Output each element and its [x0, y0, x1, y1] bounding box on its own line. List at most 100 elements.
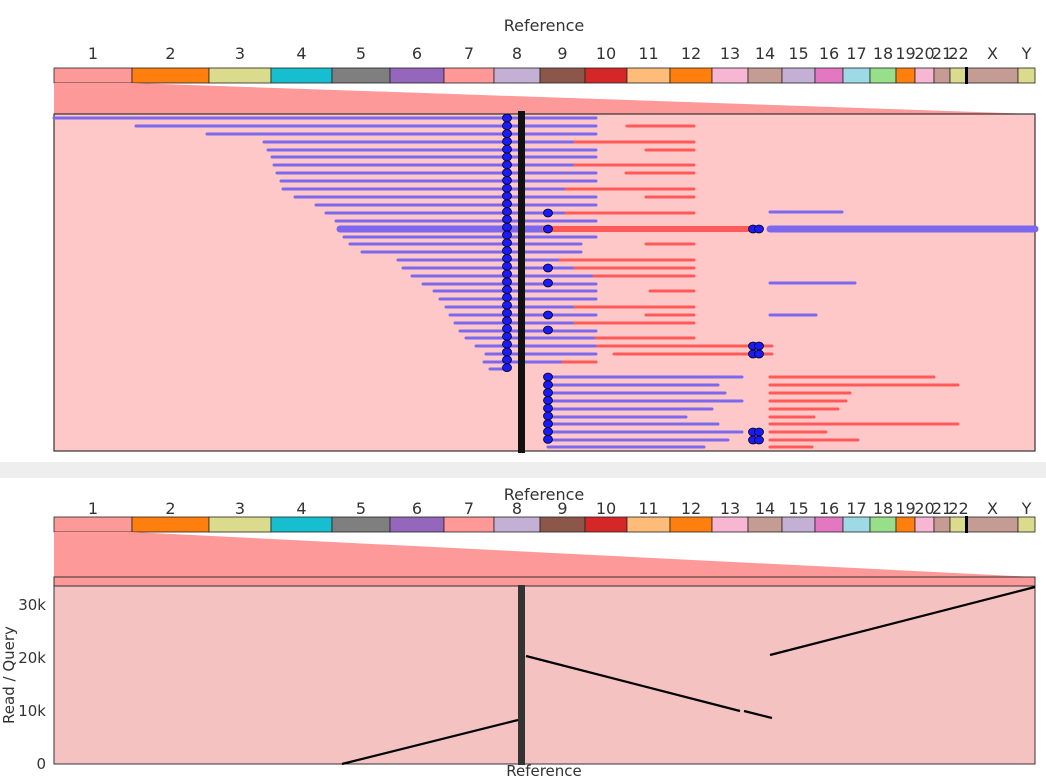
- chromosome-segment-12[interactable]: [669, 67, 713, 84]
- chromosome-segment-17[interactable]: [842, 67, 871, 84]
- chromosome-label-13: 13: [720, 44, 740, 63]
- chromosome-segment-3[interactable]: [208, 67, 272, 84]
- chromosome-segment-4[interactable]: [270, 67, 333, 84]
- breakpoint-dot: [543, 395, 553, 405]
- chromosome-label-21: 21: [932, 44, 952, 63]
- chromosome-segment-5[interactable]: [331, 67, 391, 84]
- chromosome-segment-16[interactable]: [814, 67, 844, 84]
- centromere-marker: [965, 516, 968, 533]
- chromosome-label-x: X: [987, 499, 998, 518]
- chromosome-label-4: 4: [296, 44, 306, 63]
- centromere-marker: [965, 67, 968, 84]
- chromosome-segment-21[interactable]: [933, 67, 951, 84]
- chromosome-segment-11[interactable]: [626, 67, 671, 84]
- chromosome-bar[interactable]: [53, 67, 1036, 84]
- breakpoint-dot: [754, 349, 764, 359]
- alignment-line: [743, 709, 773, 720]
- chromosome-segment-18[interactable]: [869, 516, 897, 533]
- chromosome-segment-15[interactable]: [781, 67, 816, 84]
- chromosome-segment-13[interactable]: [711, 516, 749, 533]
- chromosome-label-11: 11: [638, 44, 658, 63]
- chromosome-label-10: 10: [596, 44, 616, 63]
- chromosome-label-16: 16: [819, 44, 839, 63]
- breakpoint-dot: [502, 144, 512, 154]
- chromosome-segment-20[interactable]: [914, 67, 935, 84]
- chromosome-segment-6[interactable]: [389, 67, 445, 84]
- chromosome-segment-4[interactable]: [270, 516, 333, 533]
- chromosome-label-y: Y: [1021, 499, 1032, 518]
- chromosome-label-22: 22: [948, 499, 968, 518]
- chromosome-segment-2[interactable]: [131, 516, 210, 533]
- dotplot-panel[interactable]: Reference 1 2 3 4 5 6 7 8 9 10 11 12 13 14 15 16 17 18 192…: [0, 485, 1036, 780]
- chromosome-segment-y[interactable]: [1017, 516, 1036, 533]
- breakpoint-dot: [502, 261, 512, 271]
- chromosome-segment-19[interactable]: [895, 516, 916, 533]
- breakpoint-dot: [754, 427, 764, 437]
- breakpoint-dot: [502, 121, 512, 131]
- chromosome-segment-8[interactable]: [493, 516, 541, 533]
- breakpoint-dot: [502, 339, 512, 349]
- chromosome-label-3: 3: [235, 499, 245, 518]
- breakpoint-dot: [754, 224, 764, 234]
- chromosome-segment-12[interactable]: [669, 516, 713, 533]
- chromosome-segment-2[interactable]: [131, 67, 210, 84]
- chromosome-label-15: 15: [788, 44, 808, 63]
- chromosome-segment-6[interactable]: [389, 516, 445, 533]
- breakpoint-dot: [502, 277, 512, 287]
- chromosome-segment-9[interactable]: [539, 516, 586, 533]
- breakpoint-dots: [502, 113, 764, 445]
- read-view-panel[interactable]: Reference 1 2 3 4 5 6 7 8 9 10 11 12 13 14 15 16 17 18 192…: [52, 16, 1039, 453]
- breakpoint-dot: [502, 269, 512, 279]
- reference-title: Reference: [504, 16, 585, 35]
- y-tick-label: 0: [36, 755, 46, 773]
- chromosome-segment-10[interactable]: [584, 516, 628, 533]
- chromosome-segment-14[interactable]: [747, 67, 783, 84]
- chromosome-segment-18[interactable]: [869, 67, 897, 84]
- chromosome-segment-21[interactable]: [933, 516, 951, 533]
- chromosome-label-9: 9: [557, 44, 567, 63]
- chromosome-segment-7[interactable]: [443, 67, 495, 84]
- chromosome-segment-19[interactable]: [895, 67, 916, 84]
- chromosome-label-3: 3: [235, 44, 245, 63]
- chromosome-segment-13[interactable]: [711, 67, 749, 84]
- zoom-band: [54, 83, 1035, 114]
- chromosome-label-14: 14: [755, 44, 775, 63]
- chromosome-segment-3[interactable]: [208, 516, 272, 533]
- breakpoint-dot: [502, 207, 512, 217]
- chromosome-segment-x[interactable]: [966, 67, 1019, 84]
- chromosome-label-6: 6: [412, 44, 422, 63]
- chromosome-segment-20[interactable]: [914, 516, 935, 533]
- chromosome-segment-y[interactable]: [1017, 67, 1036, 84]
- chromosome-segment-15[interactable]: [781, 516, 816, 533]
- chromosome-label-14: 14: [755, 499, 775, 518]
- chromosome-label-19: 19: [895, 44, 915, 63]
- chromosome-segment-11[interactable]: [626, 516, 671, 533]
- chromosome-label-11: 11: [638, 499, 658, 518]
- breakpoint-dot: [502, 331, 512, 341]
- chromosome-segment-16[interactable]: [814, 516, 844, 533]
- chromosome-segment-14[interactable]: [747, 516, 783, 533]
- chromosome-segment-5[interactable]: [331, 516, 391, 533]
- chromosome-label-12: 12: [681, 44, 701, 63]
- chromosome-segment-17[interactable]: [842, 516, 871, 533]
- chromosome-segment-22[interactable]: [949, 67, 968, 84]
- dotplot-area[interactable]: [53, 585, 1036, 765]
- chromosome-segment-x[interactable]: [966, 516, 1019, 533]
- chromosome-bar-bottom[interactable]: [53, 516, 1036, 533]
- chromosome-segment-1[interactable]: [53, 67, 133, 84]
- chromosome-segment-1[interactable]: [53, 516, 133, 533]
- chromosome-segment-7[interactable]: [443, 516, 495, 533]
- chromosome-segment-22[interactable]: [949, 516, 968, 533]
- breakpoint-dot: [543, 411, 553, 421]
- chromosome-segment-8[interactable]: [493, 67, 541, 84]
- breakpoint-dot: [502, 168, 512, 178]
- x-axis-label: Reference: [506, 762, 582, 780]
- chromosome-segment-10[interactable]: [584, 67, 628, 84]
- breakpoint-dot: [502, 230, 512, 240]
- breakpoint-dot: [543, 388, 553, 398]
- chromosome-label-13: 13: [720, 499, 740, 518]
- chromosome-segment-9[interactable]: [539, 67, 586, 84]
- breakpoint-dot: [502, 129, 512, 139]
- alignment-line: [341, 718, 519, 766]
